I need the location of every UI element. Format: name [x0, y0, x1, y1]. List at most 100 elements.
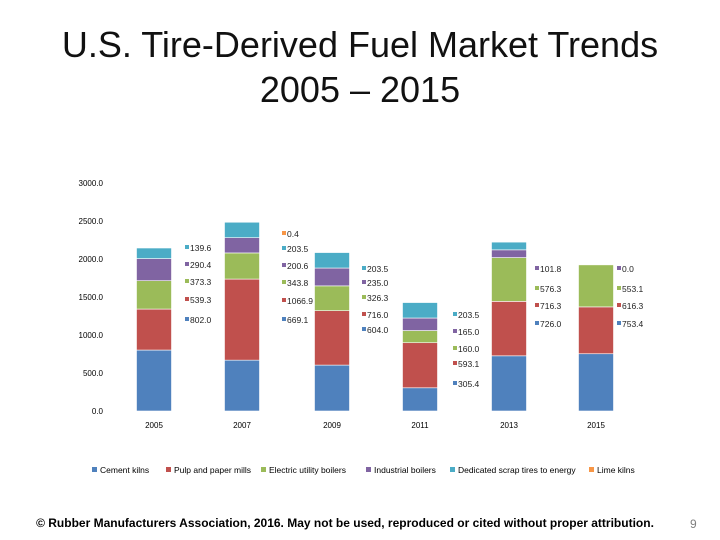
legend-entry: Industrial boilers: [374, 465, 436, 475]
bar-segment: [578, 353, 614, 412]
y-tick-label: 2500.0: [79, 217, 104, 226]
y-tick-label: 0.0: [92, 407, 104, 416]
legend-swatch: [166, 467, 171, 472]
data-label: 0.0: [622, 264, 634, 274]
data-label: 326.3: [367, 293, 389, 303]
bar-segment: [314, 252, 350, 269]
label-marker: [362, 327, 366, 331]
x-tick-label: 2007: [233, 421, 251, 430]
bar-segment: [491, 355, 527, 412]
bar-segment: [136, 308, 172, 351]
data-label: 716.0: [367, 310, 389, 320]
data-label: 203.5: [367, 264, 389, 274]
bar-segment: [402, 330, 438, 344]
data-label: 373.3: [190, 277, 212, 287]
data-label: 305.4: [458, 379, 480, 389]
data-label: 343.8: [287, 278, 309, 288]
bar-segment: [314, 310, 350, 366]
copyright-footer: © Rubber Manufacturers Association, 2016…: [36, 516, 654, 530]
bar-segment: [224, 252, 260, 280]
data-label: 235.0: [367, 278, 389, 288]
legend-entry: Electric utility boilers: [269, 465, 346, 475]
data-label: 616.3: [622, 301, 644, 311]
bar-segment: [314, 364, 350, 412]
label-marker: [282, 317, 286, 321]
data-label: 139.6: [190, 243, 212, 253]
data-label: 200.6: [287, 261, 309, 271]
data-label: 553.1: [622, 284, 644, 294]
bar-segment: [136, 349, 172, 412]
label-marker: [362, 266, 366, 270]
bar-segment: [136, 280, 172, 310]
label-marker: [535, 286, 539, 290]
slide-title: U.S. Tire-Derived Fuel Market Trends 200…: [0, 22, 720, 112]
bar-segment: [224, 237, 260, 254]
label-marker: [282, 246, 286, 250]
bar-segment: [314, 267, 350, 287]
bar-segment: [224, 221, 260, 238]
label-marker: [535, 321, 539, 325]
label-marker: [453, 361, 457, 365]
bar-segment: [578, 306, 614, 355]
bar-segment: [224, 359, 260, 412]
bar-segment: [491, 257, 527, 302]
label-marker: [362, 312, 366, 316]
bar-segment: [402, 387, 438, 412]
label-marker: [185, 245, 189, 249]
label-marker: [453, 346, 457, 350]
y-tick-label: 500.0: [83, 369, 104, 378]
data-label: 802.0: [190, 315, 212, 325]
label-marker: [362, 295, 366, 299]
legend-swatch: [261, 467, 266, 472]
bar-segment: [136, 247, 172, 259]
label-marker: [617, 286, 621, 290]
label-marker: [453, 381, 457, 385]
x-tick-label: 2015: [587, 421, 605, 430]
legend-entry: Lime kilns: [597, 465, 635, 475]
data-label: 101.8: [540, 264, 562, 274]
label-marker: [535, 266, 539, 270]
legend-swatch: [450, 467, 455, 472]
bar-segment: [491, 241, 527, 251]
label-marker: [535, 303, 539, 307]
title-line-2: 2005 – 2015: [259, 69, 461, 110]
x-tick-label: 2013: [500, 421, 518, 430]
data-label: 539.3: [190, 295, 212, 305]
y-axis: 0.0 500.0 1000.0 1500.0 2000.0 2500.0 3000.0: [79, 179, 104, 416]
data-label: 753.4: [622, 319, 644, 329]
x-tick-label: 2011: [411, 421, 429, 430]
legend-swatch: [366, 467, 371, 472]
y-tick-label: 3000.0: [79, 179, 104, 188]
legend: Cement kilns Pulp and paper mills Electric…: [92, 465, 635, 475]
data-label: 160.0: [458, 344, 480, 354]
data-label: 726.0: [540, 319, 562, 329]
y-tick-label: 1500.0: [79, 293, 104, 302]
bar-segment: [578, 264, 614, 308]
data-label: 1066.9: [287, 296, 313, 306]
page-number: 9: [690, 517, 697, 531]
label-marker: [185, 262, 189, 266]
data-label: 604.0: [367, 325, 389, 335]
data-label: 203.5: [458, 310, 480, 320]
legend-swatch: [92, 467, 97, 472]
bar-segment: [491, 301, 527, 357]
legend-entry: Cement kilns: [100, 465, 149, 475]
bar-segment: [402, 317, 438, 331]
y-tick-label: 1000.0: [79, 331, 104, 340]
label-marker: [282, 298, 286, 302]
label-marker: [617, 321, 621, 325]
label-marker: [453, 329, 457, 333]
data-label: 290.4: [190, 260, 212, 270]
label-marker: [185, 297, 189, 301]
label-marker: [282, 231, 286, 235]
bar-segment: [224, 278, 260, 361]
label-marker: [617, 266, 621, 270]
data-label: 165.0: [458, 327, 480, 337]
bar-segment: [491, 249, 527, 258]
label-marker: [185, 317, 189, 321]
data-label: 716.3: [540, 301, 562, 311]
title-line-1: U.S. Tire-Derived Fuel Market Trends: [61, 24, 659, 65]
bar-segment: [314, 285, 350, 311]
legend-swatch: [589, 467, 594, 472]
